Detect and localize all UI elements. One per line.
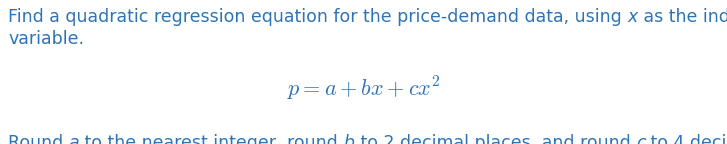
Text: as the independent: as the independent bbox=[638, 8, 727, 26]
Text: $p = a + bx + cx^{2}$: $p = a + bx + cx^{2}$ bbox=[286, 75, 441, 103]
Text: a: a bbox=[69, 134, 79, 144]
Text: Find a quadratic regression equation for the price-demand data, using: Find a quadratic regression equation for… bbox=[8, 8, 627, 26]
Text: Round: Round bbox=[8, 134, 69, 144]
Text: to the nearest integer, round: to the nearest integer, round bbox=[79, 134, 344, 144]
Text: c: c bbox=[636, 134, 646, 144]
Text: to 2 decimal places, and round: to 2 decimal places, and round bbox=[355, 134, 636, 144]
Text: x: x bbox=[627, 8, 638, 26]
Text: variable.: variable. bbox=[8, 30, 84, 48]
Text: b: b bbox=[344, 134, 355, 144]
Text: to 4 decimal places.: to 4 decimal places. bbox=[646, 134, 727, 144]
